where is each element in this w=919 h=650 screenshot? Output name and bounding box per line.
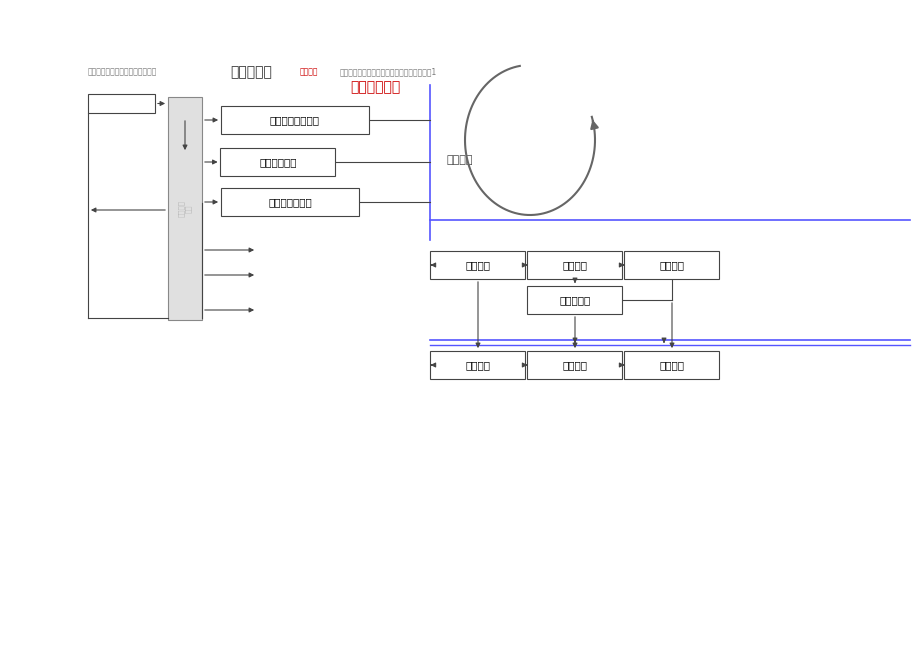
Text: 编制工机具计划: 编制工机具计划 bbox=[267, 197, 312, 207]
Bar bbox=[430, 351, 525, 379]
Text: 施工准备
阶段: 施工准备 阶段 bbox=[177, 200, 192, 217]
Bar bbox=[430, 251, 525, 279]
Text: 安装作业指导书体搭建检验交付土建面即内容1: 安装作业指导书体搭建检验交付土建面即内容1 bbox=[340, 68, 437, 77]
Text: 编制材料计划: 编制材料计划 bbox=[259, 157, 297, 167]
Bar bbox=[168, 97, 202, 320]
Text: 底板安装: 底板安装 bbox=[659, 360, 684, 370]
Text: 施工图预制作业指导书编议工方案: 施工图预制作业指导书编议工方案 bbox=[88, 68, 157, 77]
Bar bbox=[88, 94, 154, 113]
Bar bbox=[527, 351, 622, 379]
Text: 车间制作: 车间制作 bbox=[300, 68, 318, 77]
Bar bbox=[624, 351, 719, 379]
Bar bbox=[221, 106, 369, 134]
Bar bbox=[221, 148, 335, 176]
Text: ≫: ≫ bbox=[433, 261, 441, 270]
Text: 壁板安装: 壁板安装 bbox=[465, 360, 490, 370]
Bar bbox=[527, 286, 622, 314]
Text: 施工准备阶段: 施工准备阶段 bbox=[349, 80, 400, 94]
Bar bbox=[527, 251, 622, 279]
Text: 塔身砼浇筑: 塔身砼浇筑 bbox=[559, 295, 590, 305]
Text: 底板预制: 底板预制 bbox=[659, 260, 684, 270]
Text: 编制人力资源计划: 编制人力资源计划 bbox=[269, 115, 320, 125]
Text: 拱顶预制: 拱顶预制 bbox=[562, 260, 587, 270]
Text: ≫: ≫ bbox=[433, 361, 441, 369]
Text: 资源采购: 资源采购 bbox=[447, 155, 473, 165]
Text: 壁板预制: 壁板预制 bbox=[465, 260, 490, 270]
Bar bbox=[221, 188, 358, 216]
Bar bbox=[624, 251, 719, 279]
Text: 拱顶安装: 拱顶安装 bbox=[562, 360, 587, 370]
Text: 豊各类栗翼: 豊各类栗翼 bbox=[230, 65, 272, 79]
